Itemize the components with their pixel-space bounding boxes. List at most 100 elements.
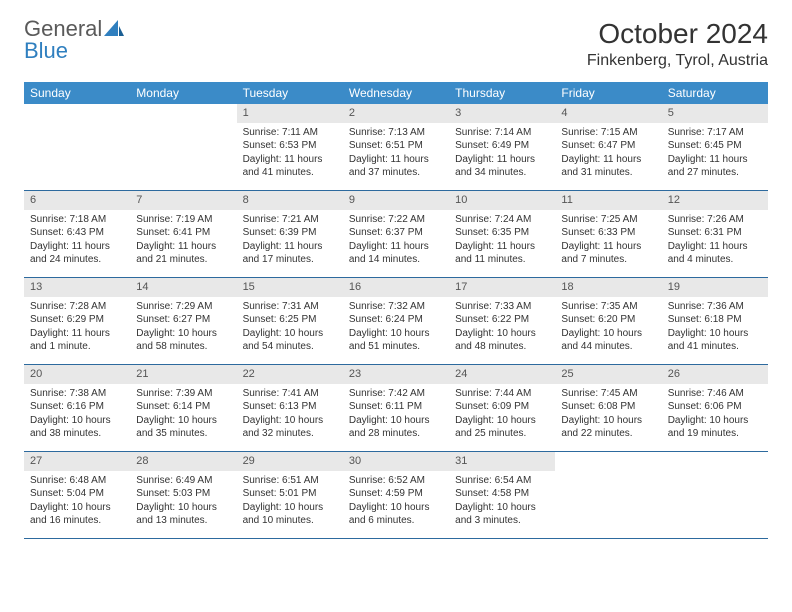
day-body: Sunrise: 6:51 AMSunset: 5:01 PMDaylight:…: [237, 471, 343, 532]
day-number: 7: [130, 191, 236, 210]
sunrise-text: Sunrise: 7:42 AM: [349, 387, 443, 401]
sunset-text: Sunset: 6:51 PM: [349, 139, 443, 153]
day-body: Sunrise: 7:22 AMSunset: 6:37 PMDaylight:…: [343, 210, 449, 271]
daylight-text: Daylight: 10 hours and 10 minutes.: [243, 501, 337, 528]
dow-cell: Friday: [555, 82, 661, 104]
dow-header: Sunday Monday Tuesday Wednesday Thursday…: [24, 82, 768, 104]
day-cell: 6Sunrise: 7:18 AMSunset: 6:43 PMDaylight…: [24, 191, 130, 277]
day-body: Sunrise: 7:18 AMSunset: 6:43 PMDaylight:…: [24, 210, 130, 271]
day-cell: 25Sunrise: 7:45 AMSunset: 6:08 PMDayligh…: [555, 365, 661, 451]
daylight-text: Daylight: 10 hours and 3 minutes.: [455, 501, 549, 528]
daylight-text: Daylight: 11 hours and 17 minutes.: [243, 240, 337, 267]
day-number: 16: [343, 278, 449, 297]
day-cell: [662, 452, 768, 538]
daylight-text: Daylight: 10 hours and 6 minutes.: [349, 501, 443, 528]
daylight-text: Daylight: 10 hours and 22 minutes.: [561, 414, 655, 441]
day-number: 1: [237, 104, 343, 123]
week-row: 1Sunrise: 7:11 AMSunset: 6:53 PMDaylight…: [24, 104, 768, 191]
day-body: Sunrise: 7:11 AMSunset: 6:53 PMDaylight:…: [237, 123, 343, 184]
daylight-text: Daylight: 11 hours and 24 minutes.: [30, 240, 124, 267]
sunrise-text: Sunrise: 7:21 AM: [243, 213, 337, 227]
sunrise-text: Sunrise: 7:35 AM: [561, 300, 655, 314]
day-cell: [130, 104, 236, 190]
day-number: 8: [237, 191, 343, 210]
day-body: Sunrise: 7:13 AMSunset: 6:51 PMDaylight:…: [343, 123, 449, 184]
day-cell: 19Sunrise: 7:36 AMSunset: 6:18 PMDayligh…: [662, 278, 768, 364]
day-number: 11: [555, 191, 661, 210]
dow-cell: Thursday: [449, 82, 555, 104]
sunrise-text: Sunrise: 7:19 AM: [136, 213, 230, 227]
day-cell: 21Sunrise: 7:39 AMSunset: 6:14 PMDayligh…: [130, 365, 236, 451]
daylight-text: Daylight: 11 hours and 7 minutes.: [561, 240, 655, 267]
sunset-text: Sunset: 6:06 PM: [668, 400, 762, 414]
sunset-text: Sunset: 6:37 PM: [349, 226, 443, 240]
day-cell: 8Sunrise: 7:21 AMSunset: 6:39 PMDaylight…: [237, 191, 343, 277]
dow-cell: Tuesday: [237, 82, 343, 104]
day-body: Sunrise: 7:26 AMSunset: 6:31 PMDaylight:…: [662, 210, 768, 271]
sunrise-text: Sunrise: 6:54 AM: [455, 474, 549, 488]
sunset-text: Sunset: 6:16 PM: [30, 400, 124, 414]
sunrise-text: Sunrise: 6:52 AM: [349, 474, 443, 488]
day-number: 18: [555, 278, 661, 297]
day-number: 10: [449, 191, 555, 210]
day-number: 4: [555, 104, 661, 123]
day-cell: 2Sunrise: 7:13 AMSunset: 6:51 PMDaylight…: [343, 104, 449, 190]
daylight-text: Daylight: 10 hours and 41 minutes.: [668, 327, 762, 354]
sunset-text: Sunset: 5:04 PM: [30, 487, 124, 501]
sunrise-text: Sunrise: 7:46 AM: [668, 387, 762, 401]
daylight-text: Daylight: 10 hours and 44 minutes.: [561, 327, 655, 354]
sunset-text: Sunset: 5:01 PM: [243, 487, 337, 501]
sunrise-text: Sunrise: 7:17 AM: [668, 126, 762, 140]
daylight-text: Daylight: 10 hours and 35 minutes.: [136, 414, 230, 441]
sunset-text: Sunset: 6:49 PM: [455, 139, 549, 153]
sunrise-text: Sunrise: 7:33 AM: [455, 300, 549, 314]
sunrise-text: Sunrise: 7:39 AM: [136, 387, 230, 401]
sunset-text: Sunset: 6:08 PM: [561, 400, 655, 414]
week-row: 27Sunrise: 6:48 AMSunset: 5:04 PMDayligh…: [24, 452, 768, 539]
day-number: 5: [662, 104, 768, 123]
day-body: Sunrise: 7:29 AMSunset: 6:27 PMDaylight:…: [130, 297, 236, 358]
day-cell: 26 Sunrise: 7:46 AMSunset: 6:06 PMDayligh…: [662, 365, 768, 451]
day-body: Sunrise: 7:17 AMSunset: 6:45 PMDaylight:…: [662, 123, 768, 184]
day-body: Sunrise: 7:33 AMSunset: 6:22 PMDaylight:…: [449, 297, 555, 358]
sunrise-text: Sunrise: 7:14 AM: [455, 126, 549, 140]
sunrise-text: Sunrise: 6:48 AM: [30, 474, 124, 488]
daylight-text: Daylight: 10 hours and 13 minutes.: [136, 501, 230, 528]
dow-cell: Saturday: [662, 82, 768, 104]
day-number: 29: [237, 452, 343, 471]
day-cell: 1Sunrise: 7:11 AMSunset: 6:53 PMDaylight…: [237, 104, 343, 190]
sunrise-text: Sunrise: 7:32 AM: [349, 300, 443, 314]
daylight-text: Daylight: 10 hours and 58 minutes.: [136, 327, 230, 354]
sunrise-text: Sunrise: 7:15 AM: [561, 126, 655, 140]
day-cell: 13Sunrise: 7:28 AMSunset: 6:29 PMDayligh…: [24, 278, 130, 364]
daylight-text: Daylight: 10 hours and 38 minutes.: [30, 414, 124, 441]
location-text: Finkenberg, Tyrol, Austria: [587, 52, 768, 70]
month-title: October 2024: [587, 18, 768, 50]
day-cell: 7Sunrise: 7:19 AMSunset: 6:41 PMDaylight…: [130, 191, 236, 277]
day-body: Sunrise: 6:54 AMSunset: 4:58 PMDaylight:…: [449, 471, 555, 532]
week-row: 13Sunrise: 7:28 AMSunset: 6:29 PMDayligh…: [24, 278, 768, 365]
day-number: 2: [343, 104, 449, 123]
sunrise-text: Sunrise: 7:11 AM: [243, 126, 337, 140]
daylight-text: Daylight: 11 hours and 14 minutes.: [349, 240, 443, 267]
sunrise-text: Sunrise: 7:22 AM: [349, 213, 443, 227]
day-cell: 18Sunrise: 7:35 AMSunset: 6:20 PMDayligh…: [555, 278, 661, 364]
sunset-text: Sunset: 6:09 PM: [455, 400, 549, 414]
day-cell: 16Sunrise: 7:32 AMSunset: 6:24 PMDayligh…: [343, 278, 449, 364]
day-body: Sunrise: 7:25 AMSunset: 6:33 PMDaylight:…: [555, 210, 661, 271]
sunrise-text: Sunrise: 7:44 AM: [455, 387, 549, 401]
daylight-text: Daylight: 10 hours and 25 minutes.: [455, 414, 549, 441]
sunset-text: Sunset: 6:53 PM: [243, 139, 337, 153]
dow-cell: Sunday: [24, 82, 130, 104]
day-cell: [24, 104, 130, 190]
sunset-text: Sunset: 6:41 PM: [136, 226, 230, 240]
day-number: 14: [130, 278, 236, 297]
sunset-text: Sunset: 6:27 PM: [136, 313, 230, 327]
day-number: 31: [449, 452, 555, 471]
day-number: 26: [662, 365, 768, 384]
daylight-text: Daylight: 10 hours and 28 minutes.: [349, 414, 443, 441]
daylight-text: Daylight: 11 hours and 1 minute.: [30, 327, 124, 354]
day-body: Sunrise: 7:35 AMSunset: 6:20 PMDaylight:…: [555, 297, 661, 358]
daylight-text: Daylight: 11 hours and 31 minutes.: [561, 153, 655, 180]
daylight-text: Daylight: 10 hours and 19 minutes.: [668, 414, 762, 441]
